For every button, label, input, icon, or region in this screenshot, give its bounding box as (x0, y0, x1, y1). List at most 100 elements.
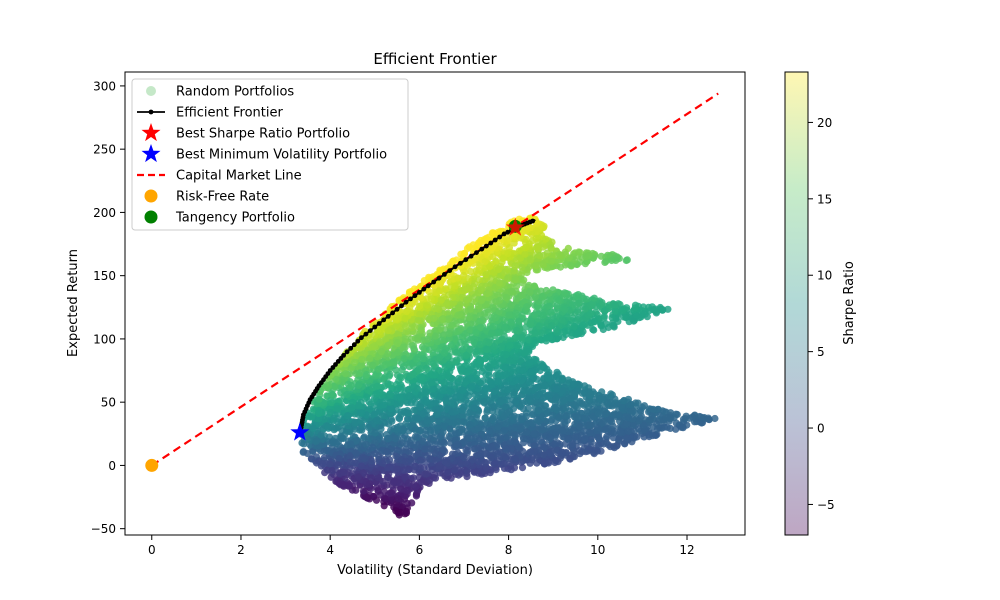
random-portfolio-point (645, 431, 653, 439)
random-portfolio-point (510, 239, 518, 247)
random-portfolio-point (343, 390, 351, 399)
random-portfolio-point (525, 347, 533, 355)
random-portfolio-point (654, 405, 662, 413)
random-portfolio-point (504, 465, 512, 473)
random-portfolio-point (358, 355, 366, 363)
random-portfolio-point (453, 440, 461, 449)
random-portfolio-point (562, 412, 571, 420)
random-portfolio-point (332, 375, 340, 383)
random-portfolio-point (586, 391, 594, 399)
random-portfolio-point (470, 404, 479, 412)
random-portfolio-point (531, 329, 539, 337)
random-portfolio-point (495, 336, 504, 344)
random-portfolio-point (412, 355, 420, 363)
random-portfolio-point (477, 286, 485, 294)
random-portfolio-point (410, 480, 418, 488)
random-portfolio-point (556, 440, 564, 448)
random-portfolio-point (621, 440, 629, 448)
random-portfolio-point (335, 455, 343, 463)
random-portfolio-point (402, 486, 411, 494)
random-portfolio-point (510, 464, 519, 472)
random-portfolio-point (576, 248, 584, 256)
random-portfolio-point (501, 425, 509, 434)
random-portfolio-point (570, 323, 579, 331)
random-portfolio-point (640, 421, 648, 429)
random-portfolio-point (406, 447, 414, 455)
random-portfolio-point (484, 308, 492, 316)
random-portfolio-point (518, 263, 526, 271)
random-portfolio-point (552, 457, 560, 465)
random-portfolio-point (401, 473, 409, 481)
random-portfolio-point (586, 429, 594, 437)
random-portfolio-point (595, 441, 603, 450)
random-portfolio-point (546, 333, 554, 341)
random-portfolio-point (486, 469, 494, 477)
random-portfolio-point (340, 468, 348, 476)
random-portfolio-point (502, 453, 510, 461)
random-portfolio-point (330, 382, 338, 390)
random-portfolio-point (574, 314, 583, 322)
random-portfolio-point (384, 341, 392, 349)
random-portfolio-point (384, 473, 392, 481)
random-portfolio-point (374, 365, 382, 373)
random-portfolio-point (432, 378, 440, 386)
random-portfolio-point (530, 430, 538, 438)
random-portfolio-point (556, 263, 565, 271)
random-portfolio-point (641, 310, 649, 318)
random-portfolio-point (490, 387, 498, 396)
random-portfolio-point (585, 421, 593, 429)
random-portfolio-point (440, 349, 448, 357)
random-portfolio-point (593, 424, 602, 432)
random-portfolio-point (581, 305, 589, 313)
random-portfolio-point (495, 296, 504, 304)
random-portfolio-point (575, 413, 583, 422)
random-portfolio-point (351, 419, 359, 427)
random-portfolio-point (487, 380, 495, 388)
random-portfolio-point (403, 499, 411, 507)
random-portfolio-point (429, 385, 437, 393)
random-portfolio-point (440, 378, 448, 386)
random-portfolio-point (382, 336, 390, 344)
random-portfolio-point (439, 386, 447, 395)
random-portfolio-point (485, 364, 493, 372)
random-portfolio-point (398, 366, 406, 374)
random-portfolio-point (585, 446, 593, 454)
random-portfolio-point (393, 446, 401, 454)
random-portfolio-point (465, 392, 473, 400)
random-portfolio-point (410, 441, 418, 449)
random-portfolio-point (539, 311, 547, 319)
random-portfolio-point (493, 365, 501, 373)
random-portfolio-point (451, 466, 459, 474)
random-portfolio-point (672, 419, 680, 427)
random-portfolio-point (482, 234, 490, 242)
random-portfolio-point (440, 439, 448, 447)
random-portfolio-point (502, 370, 510, 378)
random-portfolio-point (533, 243, 541, 252)
random-portfolio-point (411, 323, 419, 331)
random-portfolio-point (510, 391, 518, 399)
random-portfolio-point (629, 407, 637, 415)
random-portfolio-point (505, 311, 513, 319)
random-portfolio-point (447, 474, 455, 482)
random-portfolio-point (452, 430, 460, 438)
random-portfolio-point (561, 289, 569, 297)
random-portfolio-point (347, 440, 355, 448)
random-portfolio-point (380, 502, 388, 510)
random-portfolio-point (401, 314, 409, 322)
random-portfolio-point (620, 396, 628, 405)
random-portfolio-point (314, 409, 322, 417)
random-portfolio-point (319, 460, 327, 468)
random-portfolio-point (457, 324, 465, 333)
random-portfolio-point (396, 393, 404, 401)
random-portfolio-point (452, 320, 460, 328)
random-portfolio-point (457, 338, 465, 347)
random-portfolio-point (462, 296, 470, 304)
random-portfolio-point (472, 328, 480, 337)
random-portfolio-point (326, 460, 334, 468)
random-portfolio-point (503, 265, 512, 273)
random-portfolio-point (512, 309, 520, 317)
random-portfolio-point (546, 434, 555, 442)
random-portfolio-point (356, 369, 364, 377)
random-portfolio-point (600, 312, 608, 320)
random-portfolio-point (521, 244, 529, 252)
